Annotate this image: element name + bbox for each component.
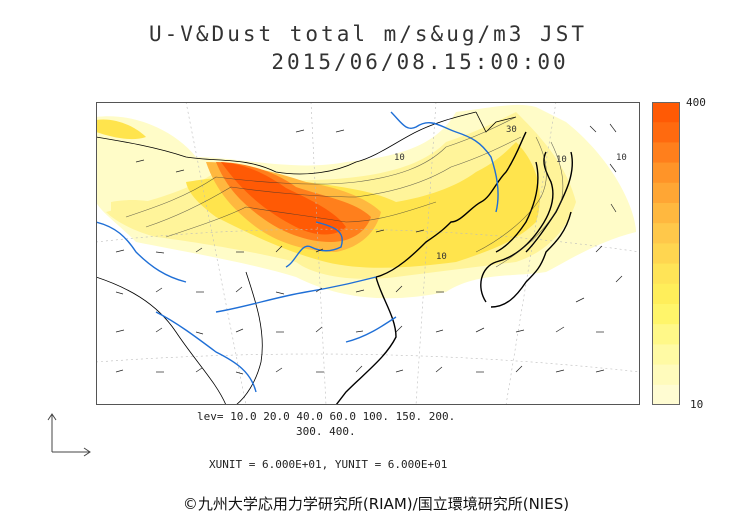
colorbar-swatch xyxy=(652,182,680,204)
copyright-credit: ©九州大学応用力学研究所(RIAM)/国立環境研究所(NIES) xyxy=(182,495,570,513)
vector-axis-key xyxy=(47,413,91,457)
vector-unit-label: XUNIT = 6.000E+01, YUNIT = 6.000E+01 xyxy=(209,458,448,471)
contour-label: 10 xyxy=(394,153,405,163)
contour-levels-line2: 300. 400. xyxy=(296,425,356,438)
colorbar-swatch xyxy=(652,283,680,305)
wind-vectors xyxy=(115,123,623,375)
colorbar-swatch xyxy=(652,364,680,386)
dust-map: 10 10 30 10 10 xyxy=(96,102,640,405)
colorbar-swatch xyxy=(652,384,680,405)
colorbar-swatch xyxy=(652,162,680,184)
colorbar-swatch xyxy=(652,122,680,143)
contour-label: 10 xyxy=(556,155,567,165)
map-title: U-V&Dust total m/s&ug/m3 JST xyxy=(148,22,587,46)
colorbar-swatch xyxy=(652,344,680,366)
colorbar-swatch xyxy=(652,324,680,345)
colorbar-swatch xyxy=(652,102,680,123)
colorbar-swatch xyxy=(652,263,680,285)
colorbar-swatch xyxy=(652,203,680,224)
contour-label: 10 xyxy=(616,153,627,163)
colorbar-swatch xyxy=(652,243,680,265)
colorbar-min-label: 10 xyxy=(690,398,704,411)
contour-label: 10 xyxy=(436,252,447,262)
colorbar-swatch xyxy=(652,142,680,164)
colorbar xyxy=(652,102,680,405)
colorbar-swatch xyxy=(652,223,680,244)
colorbar-max-label: 400 xyxy=(686,96,706,109)
colorbar-swatch xyxy=(652,304,680,325)
contour-label: 30 xyxy=(506,125,517,135)
map-timestamp: 2015/06/08.15:00:00 xyxy=(271,50,569,74)
contour-levels-line1: lev= 10.0 20.0 40.0 60.0 100. 150. 200. xyxy=(197,410,456,423)
